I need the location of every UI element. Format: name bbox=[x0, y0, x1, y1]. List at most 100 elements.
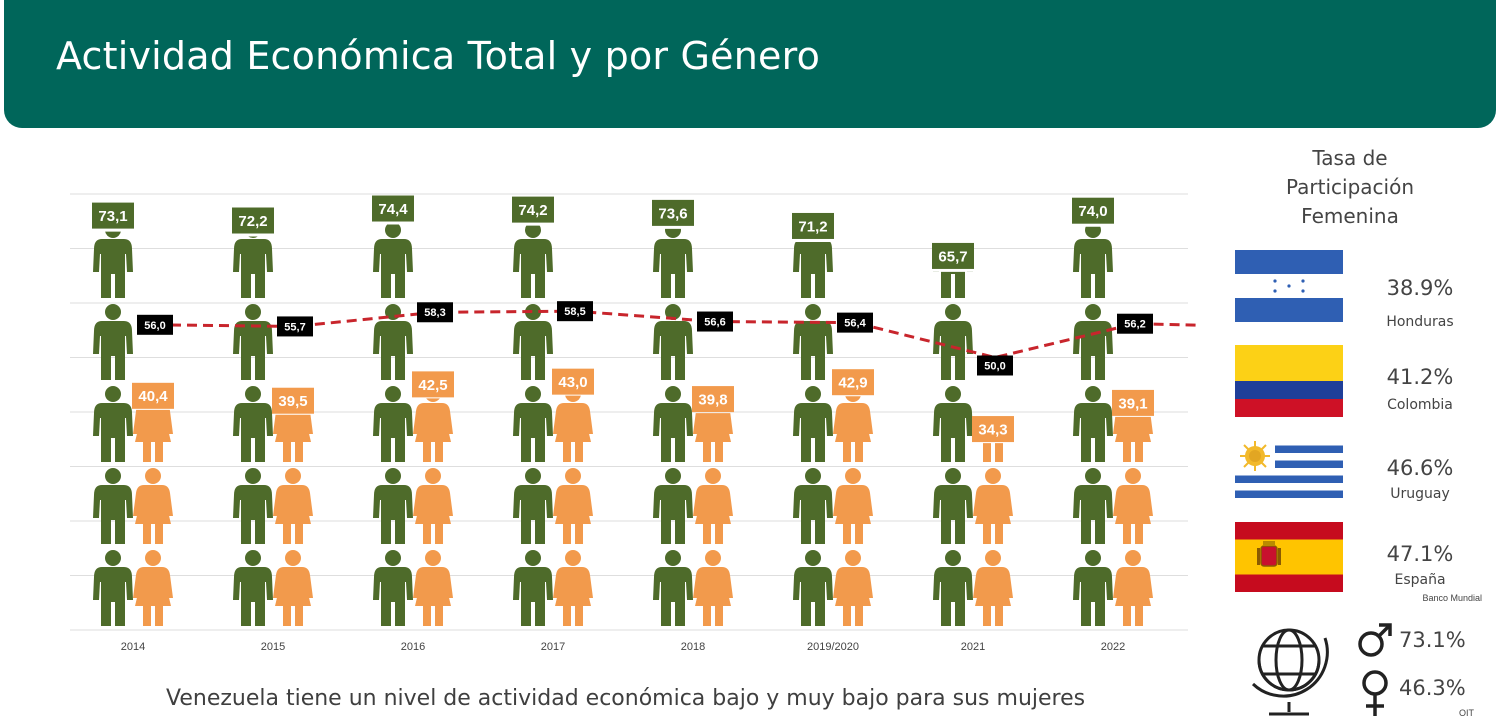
svg-text:74,0: 74,0 bbox=[1078, 203, 1107, 220]
male-value-label: 74,0 bbox=[1072, 197, 1114, 224]
male-value-label: 73,6 bbox=[652, 199, 694, 226]
svg-text:56,2: 56,2 bbox=[1124, 319, 1145, 331]
male-figure-stack bbox=[1073, 226, 1113, 626]
total-value-label: 56,0 bbox=[137, 314, 173, 335]
male-figure-stack bbox=[93, 231, 133, 626]
pictogram-chart: 73,1 40,4 2014 72,2 39,5 2015 74,4 42,5 2016 74,2… bbox=[70, 193, 1200, 653]
female-value-label: 39,1 bbox=[1112, 389, 1154, 416]
x-tick-label: 2019/2020 bbox=[807, 641, 859, 653]
female-figure-stack bbox=[1113, 416, 1153, 626]
colombia-flag-icon bbox=[1235, 345, 1343, 417]
country-honduras: 38.9% Honduras bbox=[1215, 250, 1500, 340]
svg-text:56,0: 56,0 bbox=[144, 320, 165, 332]
svg-text:73,6: 73,6 bbox=[658, 205, 687, 222]
svg-text:58,5: 58,5 bbox=[564, 306, 585, 318]
total-value-label: 58,5 bbox=[557, 301, 593, 322]
x-tick-label: 2018 bbox=[681, 641, 705, 653]
male-value-label: 74,4 bbox=[372, 195, 414, 222]
female-value-label: 34,3 bbox=[972, 416, 1014, 443]
female-figure-stack bbox=[133, 409, 173, 626]
svg-text:39,5: 39,5 bbox=[278, 393, 307, 410]
male-figure-stack bbox=[793, 241, 833, 626]
female-value-label: 40,4 bbox=[132, 382, 174, 409]
world-female-value: 46.3% bbox=[1399, 676, 1466, 700]
panel-title: Tasa de Participación Femenina bbox=[1285, 146, 1414, 228]
world-male-value: 73.1% bbox=[1399, 628, 1466, 652]
total-value-label: 58,3 bbox=[417, 302, 453, 323]
female-figure-stack bbox=[833, 396, 873, 626]
honduras-flag-icon bbox=[1235, 250, 1343, 322]
svg-text:39,8: 39,8 bbox=[698, 391, 727, 408]
svg-text:71,2: 71,2 bbox=[798, 218, 827, 235]
male-figure-stack bbox=[233, 236, 273, 626]
svg-text:74,4: 74,4 bbox=[378, 201, 408, 218]
svg-text:39,1: 39,1 bbox=[1118, 395, 1147, 412]
male-figure-stack bbox=[653, 228, 693, 626]
svg-text:40,4: 40,4 bbox=[138, 388, 168, 405]
svg-text:56,6: 56,6 bbox=[704, 316, 725, 328]
svg-text:55,7: 55,7 bbox=[284, 321, 305, 333]
title-banner: Actividad Económica Total y por Género bbox=[4, 0, 1496, 128]
total-value-label: 50,0 bbox=[977, 355, 1013, 376]
country-name: Uruguay bbox=[1390, 486, 1450, 502]
svg-text:72,2: 72,2 bbox=[238, 213, 267, 230]
female-value-label: 43,0 bbox=[552, 368, 594, 395]
male-value-label: 65,7 bbox=[932, 242, 974, 269]
country-colombia: 41.2% Colombia bbox=[1215, 345, 1500, 435]
total-value-label: 56,6 bbox=[697, 311, 733, 332]
x-tick-label: 2016 bbox=[401, 641, 425, 653]
svg-text:34,3: 34,3 bbox=[978, 421, 1007, 438]
female-figure-stack bbox=[693, 413, 733, 626]
svg-text:43,0: 43,0 bbox=[558, 374, 587, 391]
svg-text:73,1: 73,1 bbox=[98, 208, 127, 225]
female-value-label: 39,8 bbox=[692, 386, 734, 413]
female-figure-stack bbox=[413, 398, 453, 626]
country-value: 41.2% bbox=[1386, 365, 1454, 389]
total-value-label: 55,7 bbox=[277, 316, 313, 337]
male-figure-stack bbox=[513, 225, 553, 626]
female-value-label: 42,9 bbox=[832, 369, 874, 396]
male-value-label: 72,2 bbox=[232, 207, 274, 234]
uruguay-flag-icon bbox=[1235, 438, 1343, 506]
x-tick-label: 2015 bbox=[261, 641, 285, 653]
x-tick-label: 2021 bbox=[961, 641, 985, 653]
female-participation-panel: Tasa de Participación Femenina 38.9% Hon… bbox=[1215, 140, 1500, 726]
male-symbol-icon bbox=[1358, 623, 1392, 657]
country-value: 38.9% bbox=[1386, 276, 1454, 300]
male-figure-stack bbox=[933, 271, 973, 626]
country-spain: 47.1% España bbox=[1215, 522, 1500, 612]
country-name: Honduras bbox=[1386, 314, 1454, 330]
svg-text:58,3: 58,3 bbox=[424, 307, 445, 319]
source-banco-mundial: Banco Mundial bbox=[1422, 593, 1482, 603]
source-oit: OIT bbox=[1459, 708, 1474, 718]
x-tick-label: 2014 bbox=[121, 641, 145, 653]
total-value-label: 56,4 bbox=[837, 312, 873, 333]
country-value: 47.1% bbox=[1386, 542, 1454, 566]
country-uruguay: 46.6% Uruguay bbox=[1215, 438, 1500, 528]
svg-text:65,7: 65,7 bbox=[938, 248, 967, 265]
female-value-label: 39,5 bbox=[272, 387, 314, 414]
male-figure-stack bbox=[373, 224, 413, 626]
male-value-label: 73,1 bbox=[92, 202, 134, 229]
country-value: 46.6% bbox=[1386, 456, 1454, 480]
total-value-label: 56,2 bbox=[1117, 313, 1153, 334]
chart-caption: Venezuela tiene un nivel de actividad ec… bbox=[166, 686, 1086, 711]
x-tick-label: 2022 bbox=[1101, 641, 1125, 653]
female-value-label: 42,5 bbox=[412, 371, 454, 398]
page-title: Actividad Económica Total y por Género bbox=[56, 34, 821, 78]
female-figure-stack bbox=[973, 443, 1013, 626]
svg-text:74,2: 74,2 bbox=[518, 202, 547, 219]
female-figure-stack bbox=[273, 414, 313, 626]
svg-text:50,0: 50,0 bbox=[984, 360, 1005, 372]
male-value-label: 74,2 bbox=[512, 196, 554, 223]
svg-text:42,9: 42,9 bbox=[838, 375, 867, 392]
svg-text:56,4: 56,4 bbox=[844, 318, 866, 330]
female-figure-stack bbox=[553, 395, 593, 626]
svg-text:42,5: 42,5 bbox=[418, 377, 447, 394]
male-value-label: 71,2 bbox=[792, 212, 834, 239]
country-name: España bbox=[1394, 572, 1446, 588]
globe-icon bbox=[1251, 628, 1329, 716]
x-tick-label: 2017 bbox=[541, 641, 565, 653]
country-name: Colombia bbox=[1387, 397, 1453, 413]
female-symbol-icon bbox=[1362, 670, 1388, 716]
